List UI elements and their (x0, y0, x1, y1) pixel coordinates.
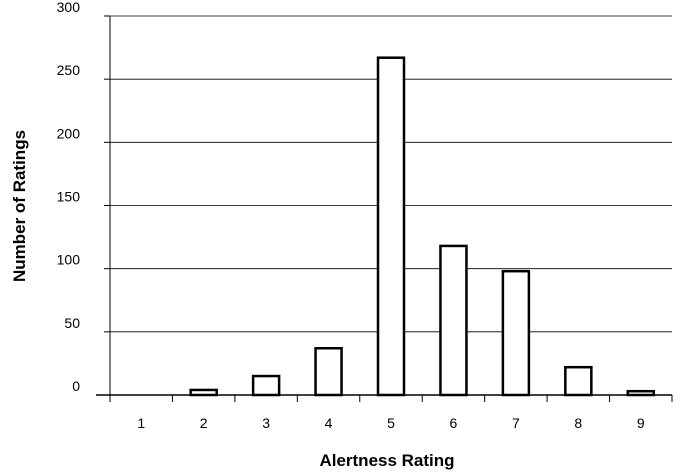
y-axis-ticks: 0 50 100 150 200 250 300 (57, 0, 110, 396)
x-tick-label: 4 (325, 415, 333, 431)
y-tick-label: 0 (72, 378, 80, 394)
y-tick-label: 50 (64, 315, 80, 331)
y-axis-title: Number of Ratings (10, 130, 29, 282)
x-tick-label: 8 (574, 415, 582, 431)
x-tick-label: 9 (637, 415, 645, 431)
y-tick-label: 200 (57, 125, 81, 141)
x-tick-label: 7 (512, 415, 520, 431)
x-axis-title: Alertness Rating (319, 451, 454, 470)
x-tick-label: 1 (137, 415, 145, 431)
y-tick-label: 300 (57, 0, 81, 15)
bar-4 (314, 347, 343, 397)
y-tick-label: 250 (57, 62, 81, 78)
bar-5 (376, 56, 406, 397)
x-tick-label: 2 (200, 415, 208, 431)
bar-6 (439, 244, 468, 397)
bar-7 (501, 269, 531, 397)
x-axis-ticks: 1 2 3 4 5 6 7 8 9 (109, 395, 673, 431)
bar-3 (251, 374, 281, 397)
y-tick-label: 150 (57, 189, 81, 205)
bars (189, 56, 656, 397)
bar-2 (189, 388, 218, 397)
y-tick-label: 100 (57, 252, 81, 268)
bar-8 (564, 365, 593, 397)
x-tick-label: 3 (262, 415, 270, 431)
x-tick-label: 6 (450, 415, 458, 431)
x-tick-label: 5 (387, 415, 395, 431)
